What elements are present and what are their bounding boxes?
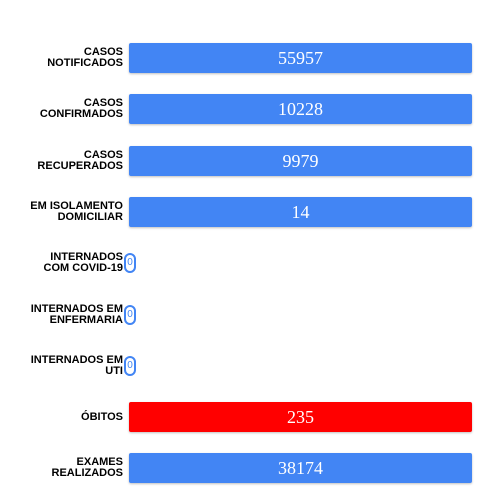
label-line: REALIZADOS [51,467,124,480]
value-bar: 38174 [129,453,472,484]
label-line: DOMICILIAR [57,210,123,223]
value-pill: 0 [124,253,136,274]
row-label: INTERNADOS EM UTI [3,353,123,377]
value-bar: 55957 [129,43,472,73]
label-line: CASOS [83,97,123,110]
label-line: UTI [105,364,123,377]
row-label: EXAMES REALIZADOS [3,456,124,480]
label-line: CASOS [83,46,123,58]
row-label: CASOS RECUPERADOS [3,148,123,172]
value-bar: 14 [129,196,472,227]
value-bar: 10228 [129,94,472,125]
value-bar: 9979 [129,145,472,176]
label-line: ENFERMARIA [49,313,123,326]
row-label: INTERNADOS EM ENFERMARIA [3,302,123,326]
label-line: INTERNADOS [50,251,123,264]
label-line: NOTIFICADOS [47,57,123,69]
value-pill: 0 [124,304,136,325]
row-label: ÓBITOS [3,410,123,423]
value-bar: 235 [129,402,472,433]
label-line: ÓBITOS [81,410,123,423]
label-line: INTERNADOS EM [30,302,123,315]
row-label: EM ISOLAMENTO DOMICILIAR [3,199,123,223]
row-label: CASOS CONFIRMADOS [3,98,123,120]
label-line: EM ISOLAMENTO [30,199,123,212]
label-line: CASOS [83,148,123,161]
value-pill: 0 [124,355,136,376]
label-line: EXAMES [76,456,123,469]
label-line: RECUPERADOS [37,159,123,172]
label-line: COM COVID-19 [43,262,123,275]
row-label: CASOS NOTIFICADOS [3,47,123,69]
label-line: CONFIRMADOS [39,108,123,121]
row-label: INTERNADOS COM COVID-19 [3,252,123,274]
label-line: INTERNADOS EM [30,353,123,366]
